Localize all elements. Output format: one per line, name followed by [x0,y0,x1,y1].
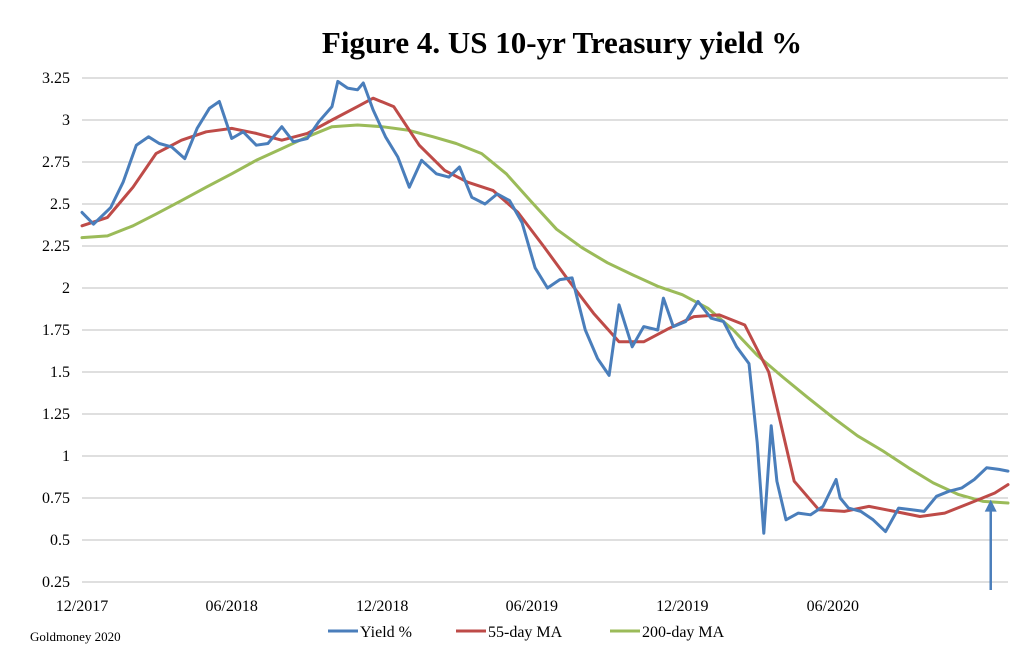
y-tick-label: 1.25 [42,406,70,423]
x-axis-ticks: 12/2017 06/2018 12/2018 06/2019 12/2019 06/20… [56,598,859,615]
legend-label: Yield % [360,624,412,641]
y-tick-label: 2.5 [50,196,70,213]
y-tick-label: 2.75 [42,154,70,171]
legend-label: 55-day MA [488,624,563,641]
y-tick-label: 1 [62,448,70,465]
chart-title: Figure 4. US 10-yr Treasury yield % [322,25,802,60]
y-tick-label: 0.75 [42,490,70,507]
y-tick-label: 0.5 [50,532,70,549]
legend: Yield % 55-day MA 200-day MA [328,624,725,641]
x-tick-label: 12/2018 [356,598,408,615]
x-tick-label: 06/2020 [807,598,859,615]
legend-label: 200-day MA [642,624,725,641]
series-line-200-day-ma [80,123,1010,505]
y-tick-label: 3.25 [42,70,70,87]
series-line-55-day-ma [80,96,1010,518]
x-tick-label: 06/2019 [506,598,558,615]
y-tick-label: 1.75 [42,322,70,339]
series-lines [80,79,1010,535]
x-tick-label: 06/2018 [205,598,257,615]
y-tick-label: 0.25 [42,574,70,591]
annotation-arrow [984,499,997,590]
x-tick-label: 12/2017 [56,598,108,615]
y-tick-label: 3 [62,112,70,129]
y-tick-label: 2.25 [42,238,70,255]
y-tick-label: 1.5 [50,364,70,381]
source-note: Goldmoney 2020 [30,629,121,644]
x-tick-label: 12/2019 [656,598,708,615]
arrow-head [984,499,997,512]
series-line-yield [80,79,1010,535]
y-axis-ticks: 3.25 3 2.75 2.5 2.25 2 1.75 1.5 1.25 1 0.75 0.5 0.25 [42,70,70,591]
y-tick-label: 2 [62,280,70,297]
